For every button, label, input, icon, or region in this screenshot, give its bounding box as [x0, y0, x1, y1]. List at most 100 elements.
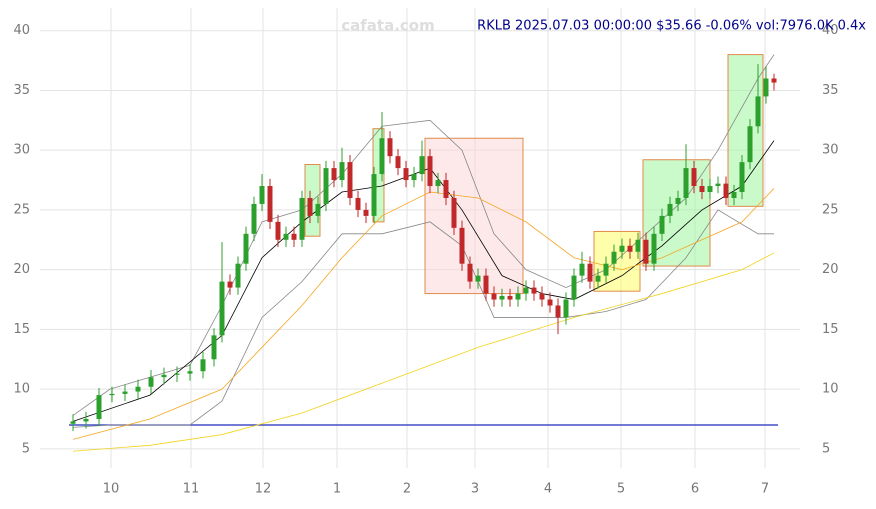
- indicator-line: [72, 252, 775, 452]
- candle-body: [174, 373, 180, 375]
- y-tick-label-right: 5: [822, 441, 830, 456]
- x-tick-label: 12: [255, 482, 272, 497]
- y-tick-label: 5: [22, 441, 30, 456]
- candle-body: [387, 138, 393, 157]
- candle-body: [323, 168, 329, 204]
- candle-body: [491, 293, 497, 300]
- y-tick-label-right: 15: [822, 322, 839, 337]
- y-tick-label: 35: [13, 83, 30, 98]
- watermark: cafata.com: [341, 17, 434, 35]
- candle-body: [395, 156, 401, 169]
- x-tick-label: 7: [761, 482, 769, 497]
- candle-body: [771, 78, 777, 83]
- candle-body: [251, 203, 257, 234]
- candle-body: [243, 233, 249, 264]
- y-tick-label-right: 35: [822, 83, 839, 98]
- candle-body: [161, 374, 167, 378]
- candle-body: [307, 197, 313, 216]
- y-tick-label: 10: [13, 382, 30, 397]
- candle-body: [187, 371, 193, 374]
- candle-body: [579, 263, 585, 276]
- candle-body: [435, 180, 441, 187]
- y-tick-label-right: 10: [822, 382, 839, 397]
- candle-body: [331, 168, 337, 181]
- y-tick-label: 40: [13, 23, 30, 38]
- candle-body: [443, 180, 449, 198]
- candle-body: [747, 126, 753, 163]
- x-tick-label: 6: [691, 482, 699, 497]
- x-tick-label: 4: [544, 482, 552, 497]
- candle-body: [507, 295, 513, 300]
- candle-body: [467, 263, 473, 282]
- candle-body: [755, 96, 761, 127]
- candle-body: [547, 299, 553, 306]
- x-tick-label: 5: [617, 482, 625, 497]
- candle-body: [70, 421, 76, 424]
- candle-body: [227, 281, 233, 288]
- candle-body: [651, 233, 657, 264]
- zone-box: [424, 137, 524, 295]
- candle-body: [83, 419, 89, 422]
- candle-body: [635, 239, 641, 252]
- candle-body: [275, 221, 281, 240]
- candle-body: [643, 239, 649, 264]
- candle-body: [411, 174, 417, 181]
- candle-body: [587, 263, 593, 282]
- candle-body: [659, 215, 665, 234]
- candle-body: [419, 156, 425, 175]
- candle-body: [731, 192, 737, 198]
- candle-body: [135, 386, 141, 392]
- y-tick-label-right: 30: [822, 143, 839, 158]
- candle-body: [715, 183, 721, 187]
- candle-body: [315, 203, 321, 216]
- candle-body: [563, 299, 569, 318]
- candle-body: [219, 281, 225, 336]
- candle-body: [499, 295, 505, 300]
- candle-body: [531, 287, 537, 294]
- candle-body: [619, 245, 625, 252]
- candle-body: [595, 275, 601, 282]
- candle-body: [459, 227, 465, 264]
- candle-body: [259, 186, 265, 204]
- y-tick-label: 30: [13, 143, 30, 158]
- candle-body: [707, 186, 713, 192]
- candle-body: [403, 168, 409, 181]
- zone-box: [593, 230, 641, 292]
- candle-body: [699, 186, 705, 192]
- x-tick-label: 2: [403, 482, 411, 497]
- candle-body: [603, 263, 609, 276]
- y-tick-label-right: 40: [822, 23, 839, 38]
- candle-body: [475, 275, 481, 282]
- candle-body: [691, 168, 697, 187]
- candle-body: [291, 233, 297, 240]
- candle-body: [611, 251, 617, 264]
- x-tick-label: 11: [183, 482, 200, 497]
- candle-body: [627, 245, 633, 252]
- indicator-line: [72, 140, 775, 422]
- candle-body: [739, 162, 745, 192]
- x-tick-label: 10: [103, 482, 120, 497]
- candle-body: [451, 197, 457, 228]
- candle-body: [148, 377, 154, 387]
- candle-body: [483, 275, 489, 294]
- candle-body: [371, 174, 377, 216]
- candle-body: [523, 287, 529, 294]
- candle-body: [267, 186, 273, 222]
- candle-body: [723, 183, 729, 198]
- candle-body: [355, 197, 361, 210]
- candle-body: [200, 359, 206, 372]
- y-tick-label: 15: [13, 322, 30, 337]
- candle-body: [539, 293, 545, 300]
- y-tick-label: 20: [13, 262, 30, 277]
- candle-body: [515, 293, 521, 300]
- candle-body: [299, 197, 305, 240]
- candle-body: [235, 263, 241, 288]
- candle-body: [347, 162, 353, 198]
- candle-body: [763, 78, 769, 97]
- candle-body: [555, 305, 561, 318]
- candle-body: [122, 391, 128, 394]
- candle-body: [283, 233, 289, 240]
- candle-body: [675, 197, 681, 204]
- candle-body: [427, 156, 433, 187]
